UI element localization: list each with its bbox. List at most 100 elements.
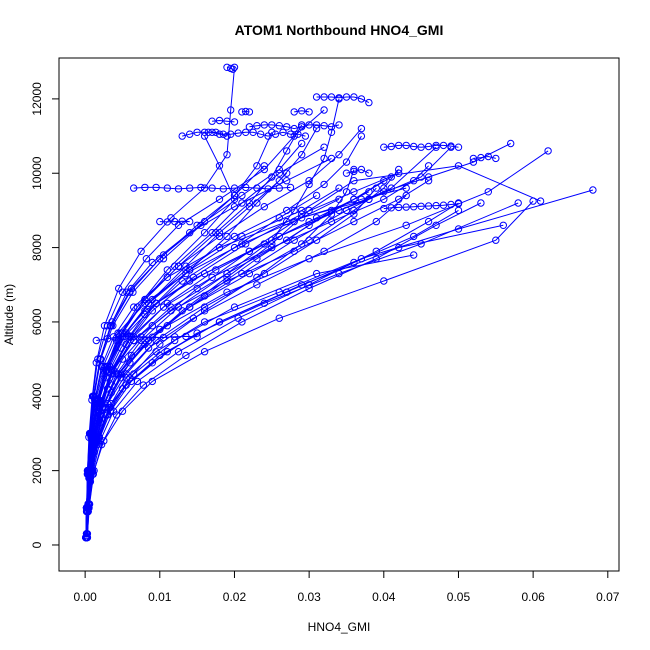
- data-point: [234, 314, 242, 322]
- data-point: [114, 370, 122, 378]
- profile-line-49: [316, 96, 370, 104]
- data-point: [327, 128, 336, 137]
- data-point: [230, 63, 239, 72]
- data-point: [230, 203, 239, 211]
- data-point: [85, 504, 93, 512]
- profile-series-45: [178, 128, 231, 140]
- data-point: [410, 251, 418, 259]
- data-point: [268, 121, 276, 129]
- data-point: [197, 221, 205, 230]
- data-point: [454, 225, 463, 233]
- data-point: [200, 269, 209, 278]
- data-point: [365, 169, 373, 177]
- data-point: [350, 188, 358, 196]
- data-point: [200, 303, 209, 311]
- data-point: [208, 273, 216, 281]
- data-point: [298, 139, 306, 148]
- data-point: [260, 203, 268, 211]
- x-tick-label: 0.01: [148, 590, 172, 604]
- data-point: [238, 199, 246, 207]
- data-point: [208, 117, 216, 125]
- profile-line-39: [85, 132, 273, 538]
- data-point: [215, 318, 224, 326]
- data-point: [268, 173, 276, 181]
- data-point: [227, 130, 235, 138]
- x-tick-label: 0.04: [372, 590, 396, 604]
- data-point: [200, 348, 209, 356]
- data-point: [182, 351, 190, 360]
- data-point: [305, 255, 313, 263]
- y-axis: 0 2000 4000 6000 8000 10000 12000: [30, 82, 60, 548]
- profile-line-37: [85, 124, 303, 538]
- data-point: [96, 437, 104, 445]
- data-point: [142, 255, 151, 263]
- data-point: [402, 191, 410, 200]
- data-point: [320, 154, 328, 163]
- profile-line-45: [182, 131, 228, 137]
- data-point: [507, 139, 515, 148]
- data-point: [197, 183, 205, 192]
- data-point: [200, 128, 209, 137]
- data-point: [208, 128, 216, 137]
- data-point: [410, 142, 418, 151]
- data-point: [275, 122, 283, 130]
- data-point: [200, 217, 209, 226]
- data-point: [130, 370, 138, 378]
- data-point: [350, 258, 358, 267]
- data-point: [144, 299, 153, 307]
- data-point: [350, 195, 358, 204]
- data-point: [283, 123, 291, 131]
- data-point: [97, 355, 105, 363]
- data-point: [283, 206, 291, 215]
- data-point: [387, 204, 395, 212]
- x-tick-label: 0.06: [521, 590, 545, 604]
- data-point: [283, 147, 291, 155]
- data-point: [357, 124, 366, 133]
- y-tick-label: 2000: [30, 457, 44, 484]
- data-point: [92, 336, 101, 345]
- data-point: [395, 203, 403, 212]
- profile-series-41: [82, 177, 433, 542]
- profile-series-39: [82, 128, 276, 542]
- data-point: [342, 206, 351, 215]
- y-axis-label: Altitude (m): [2, 284, 16, 345]
- data-point: [167, 214, 175, 222]
- data-point: [312, 214, 321, 222]
- data-point: [320, 122, 328, 130]
- data-point: [260, 121, 268, 129]
- data-point: [335, 94, 343, 102]
- data-point: [126, 332, 134, 340]
- data-point: [212, 229, 220, 237]
- data-point: [264, 185, 272, 193]
- data-point: [432, 201, 440, 210]
- y-tick-label: 0: [30, 541, 44, 548]
- data-point: [365, 98, 373, 107]
- data-point: [200, 132, 209, 140]
- data-point: [96, 400, 104, 408]
- data-point: [357, 132, 366, 140]
- data-point: [101, 403, 110, 412]
- data-point: [372, 247, 380, 256]
- x-tick-label: 0.05: [447, 590, 471, 604]
- data-point: [298, 123, 306, 131]
- data-point: [499, 221, 507, 230]
- data-point: [103, 335, 112, 343]
- data-point: [327, 154, 336, 163]
- data-point: [484, 188, 492, 196]
- data-point: [275, 177, 283, 185]
- data-point: [148, 295, 157, 304]
- data-point: [230, 232, 239, 241]
- data-point: [223, 151, 231, 159]
- data-point: [424, 173, 433, 181]
- x-tick-label: 0.07: [596, 590, 620, 604]
- data-point: [245, 199, 254, 207]
- plot-marks: [82, 63, 597, 542]
- data-point: [424, 162, 433, 170]
- data-point: [148, 333, 157, 341]
- data-point: [320, 180, 328, 189]
- data-point: [174, 303, 183, 311]
- data-point: [148, 359, 157, 367]
- y-tick-label: 12000: [30, 82, 44, 116]
- data-point: [223, 117, 231, 125]
- data-point: [305, 108, 313, 116]
